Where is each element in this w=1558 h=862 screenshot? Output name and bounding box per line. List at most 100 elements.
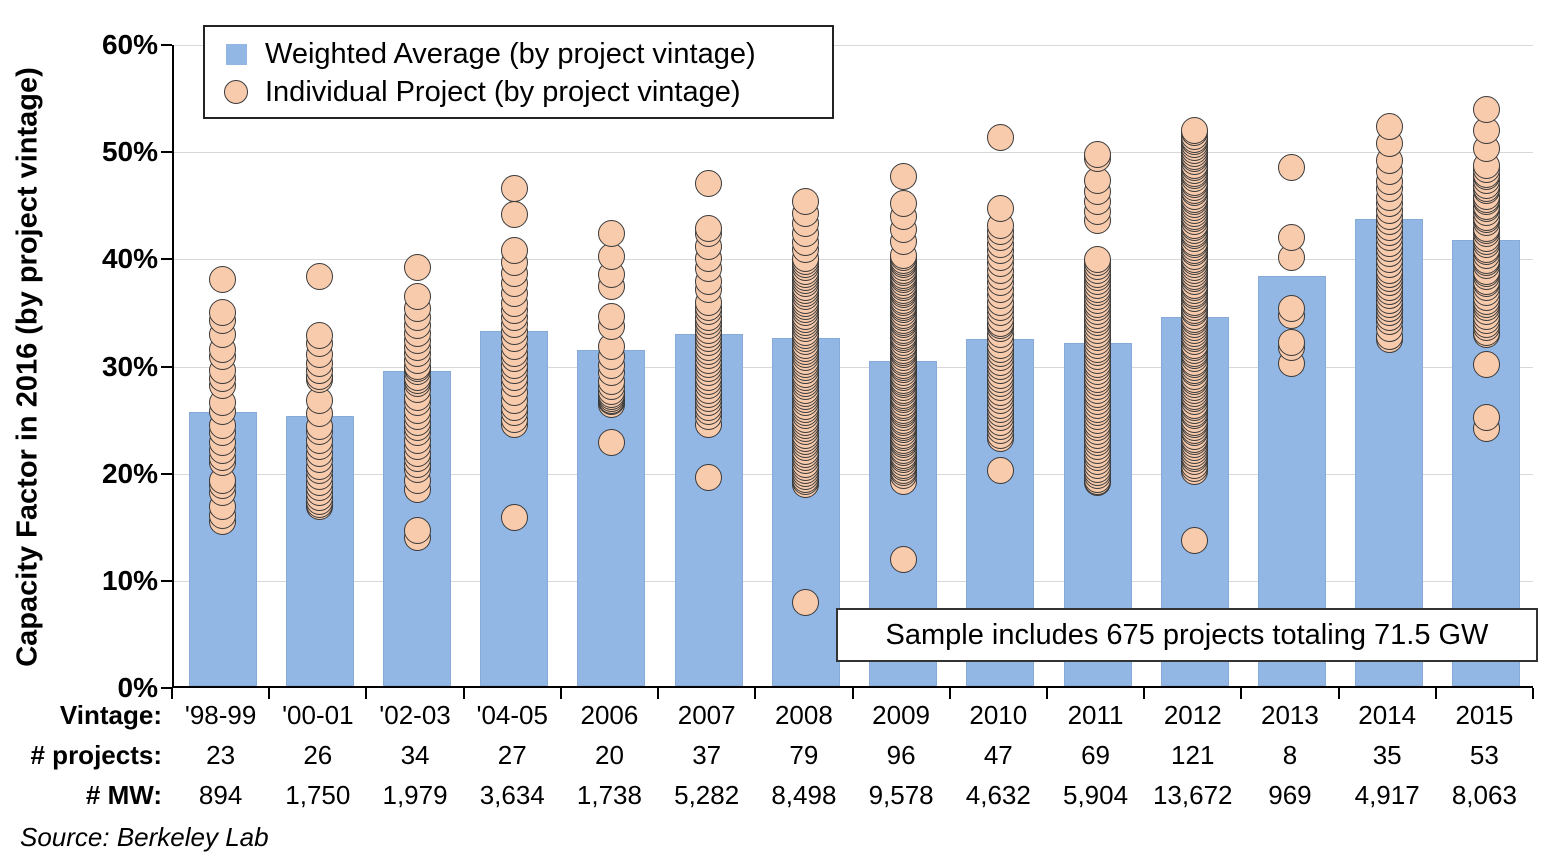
mw-value: 8,063 [1451, 780, 1517, 810]
scatter-point [1472, 95, 1500, 123]
scatter-point [306, 321, 334, 349]
x-tick-mark [657, 688, 660, 699]
vintage-label: 2007 [677, 700, 736, 730]
y-tick-label: 0% [117, 672, 158, 703]
y-tick-label: 40% [101, 243, 158, 275]
scatter-point [403, 254, 431, 282]
scatter-point [986, 195, 1014, 223]
mw-value: 1,738 [576, 780, 642, 810]
x-tick-mark [462, 688, 465, 699]
y-tick-mark [161, 258, 172, 261]
row-label-vintage: Vintage: [59, 700, 162, 730]
scatter-point [792, 588, 820, 616]
x-tick-mark [1143, 688, 1146, 699]
scatter-point [500, 175, 528, 203]
vintage-label: '02-03 [379, 700, 451, 730]
num-projects-value: 34 [400, 740, 430, 770]
num-projects-value: 47 [983, 740, 1013, 770]
vintage-label: 2011 [1067, 700, 1124, 730]
gridline-10 [174, 580, 1533, 582]
mw-value: 1,979 [382, 780, 448, 810]
scatter-point [1472, 350, 1500, 378]
num-projects-value: 121 [1171, 740, 1215, 770]
scatter-point [792, 187, 820, 215]
scatter-point [1084, 140, 1112, 168]
scatter-point [1375, 112, 1403, 140]
vintage-label: 2008 [774, 700, 833, 730]
num-projects-value: 53 [1469, 740, 1499, 770]
legend-label-weighted-average: Weighted Average (by project vintage) [265, 37, 756, 70]
gridline-30 [174, 366, 1533, 368]
y-axis-title: Capacity Factor in 2016 (by project vint… [11, 66, 44, 667]
mw-value: 894 [198, 780, 243, 810]
x-tick-mark [365, 688, 368, 699]
gridline-40 [174, 259, 1533, 261]
bar-swatch-icon [225, 43, 247, 65]
num-projects-value: 8 [1282, 740, 1298, 770]
y-tick-label: 10% [101, 564, 158, 596]
num-projects-value: 27 [497, 740, 527, 770]
y-tick-mark [161, 365, 172, 368]
y-tick-label: 30% [101, 350, 158, 382]
scatter-point [403, 283, 431, 311]
vintage-label: 2012 [1163, 700, 1222, 730]
scatter-point [1084, 245, 1112, 273]
legend: Weighted Average (by project vintage) In… [203, 25, 834, 119]
scatter-marker-icon [224, 80, 248, 104]
x-tick-mark [559, 688, 562, 699]
scatter-point [209, 299, 237, 327]
sample-annotation: Sample includes 675 projects totaling 71… [836, 608, 1538, 662]
vintage-label: 2006 [580, 700, 639, 730]
vintage-label: 2009 [872, 700, 931, 730]
x-tick-mark [268, 688, 271, 699]
mw-value: 1,750 [285, 780, 351, 810]
num-projects-value: 37 [692, 740, 722, 770]
num-projects-value: 96 [886, 740, 916, 770]
num-projects-value: 35 [1372, 740, 1402, 770]
scatter-point [1181, 526, 1209, 554]
scatter-point [597, 302, 625, 330]
scatter-point [1181, 117, 1209, 145]
mw-value: 969 [1268, 780, 1312, 810]
scatter-point [1278, 295, 1306, 323]
scatter-point [889, 545, 917, 573]
legend-item-weighted-average: Weighted Average (by project vintage) [219, 35, 814, 73]
scatter-point [1472, 117, 1500, 145]
mw-value: 5,904 [1062, 780, 1129, 810]
scatter-point [695, 169, 723, 197]
scatter-point [986, 123, 1014, 151]
row-label-projects: # projects: [30, 740, 163, 770]
x-tick-mark [171, 688, 173, 699]
x-tick-mark [851, 688, 854, 699]
scatter-point [403, 516, 431, 544]
num-projects-value: 23 [206, 740, 236, 770]
y-tick-mark [161, 44, 172, 46]
mw-value: 13,672 [1152, 780, 1233, 810]
x-tick-mark [1337, 688, 1340, 699]
scatter-point [889, 190, 917, 218]
scatter-point [1278, 224, 1306, 252]
mw-value: 5,282 [674, 780, 740, 810]
vintage-label: '00-01 [282, 700, 354, 730]
x-tick-mark [948, 688, 951, 699]
y-tick-label: 20% [101, 457, 158, 489]
gridline-60 [174, 45, 1533, 46]
scatter-point [597, 220, 625, 248]
num-projects-value: 20 [594, 740, 624, 770]
legend-label-individual-project: Individual Project (by project vintage) [265, 75, 741, 108]
y-tick-label: 60% [101, 29, 158, 60]
scatter-point [500, 237, 528, 265]
vintage-label: 2014 [1358, 700, 1417, 730]
row-label-mw: # MW: [85, 780, 162, 810]
y-tick-mark [161, 579, 172, 582]
x-tick-mark [1240, 688, 1243, 699]
vintage-label: 2010 [969, 700, 1028, 730]
num-projects-value: 69 [1081, 740, 1110, 770]
vintage-label: '98-99 [184, 700, 257, 730]
gridline-20 [174, 473, 1533, 475]
scatter-point [1278, 153, 1306, 181]
scatter-point [209, 266, 237, 294]
scatter-point [597, 429, 625, 457]
vintage-label: 2013 [1261, 700, 1319, 730]
